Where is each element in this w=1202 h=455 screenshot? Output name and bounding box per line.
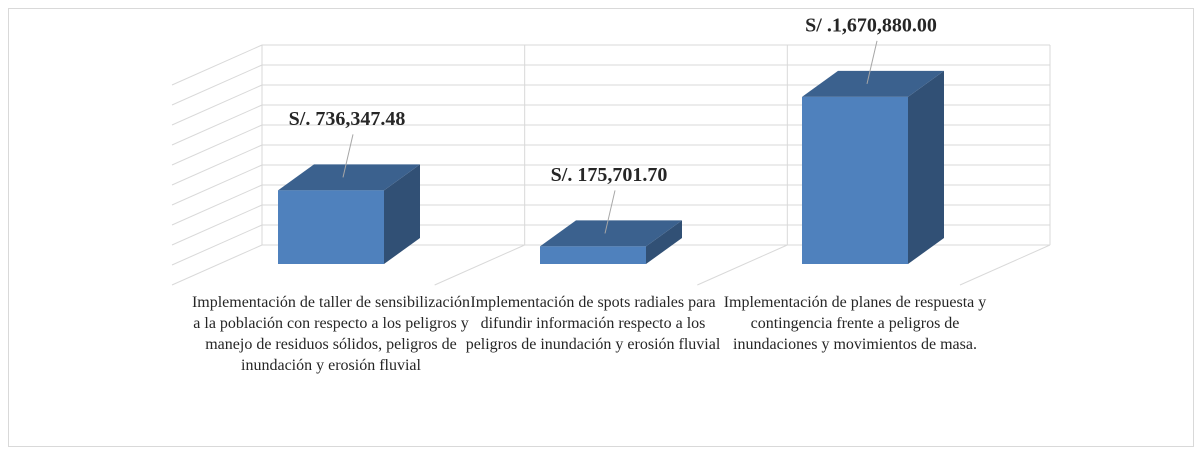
category-label: Implementación de planes de respuesta y … — [723, 294, 987, 353]
value-label: S/. 175,701.70 — [551, 164, 668, 186]
bar — [540, 246, 646, 264]
floor-line — [697, 244, 788, 286]
side-grid-line — [171, 44, 263, 86]
side-grid-line — [171, 84, 263, 126]
floor-line — [434, 244, 525, 286]
side-grid-line — [171, 104, 263, 146]
bar-side — [384, 164, 420, 264]
leader-line — [866, 40, 878, 85]
side-grid-line — [171, 184, 263, 226]
bar-side — [646, 220, 682, 264]
bar-top — [540, 220, 682, 247]
category-label: Implementación de spots radiales para di… — [465, 294, 721, 353]
side-grid-line — [171, 64, 263, 106]
bar — [802, 96, 908, 264]
leader-line — [604, 190, 616, 234]
side-grid-line — [171, 244, 263, 286]
side-grid-line — [171, 224, 263, 266]
chart-border — [8, 8, 1194, 447]
side-grid-line — [171, 204, 263, 246]
side-grid-line — [171, 164, 263, 206]
category-label: Implementación de taller de sensibilizac… — [191, 294, 471, 374]
leader-line — [342, 134, 354, 178]
bar-top — [802, 70, 944, 97]
bar-top — [278, 164, 420, 191]
side-grid-line — [171, 124, 263, 166]
bar — [278, 190, 384, 264]
value-label: S/. 736,347.48 — [289, 108, 406, 130]
bar-side — [908, 70, 944, 264]
value-label: S/ .1,670,880.00 — [805, 15, 937, 37]
side-grid-line — [171, 144, 263, 186]
floor-line — [959, 244, 1051, 286]
